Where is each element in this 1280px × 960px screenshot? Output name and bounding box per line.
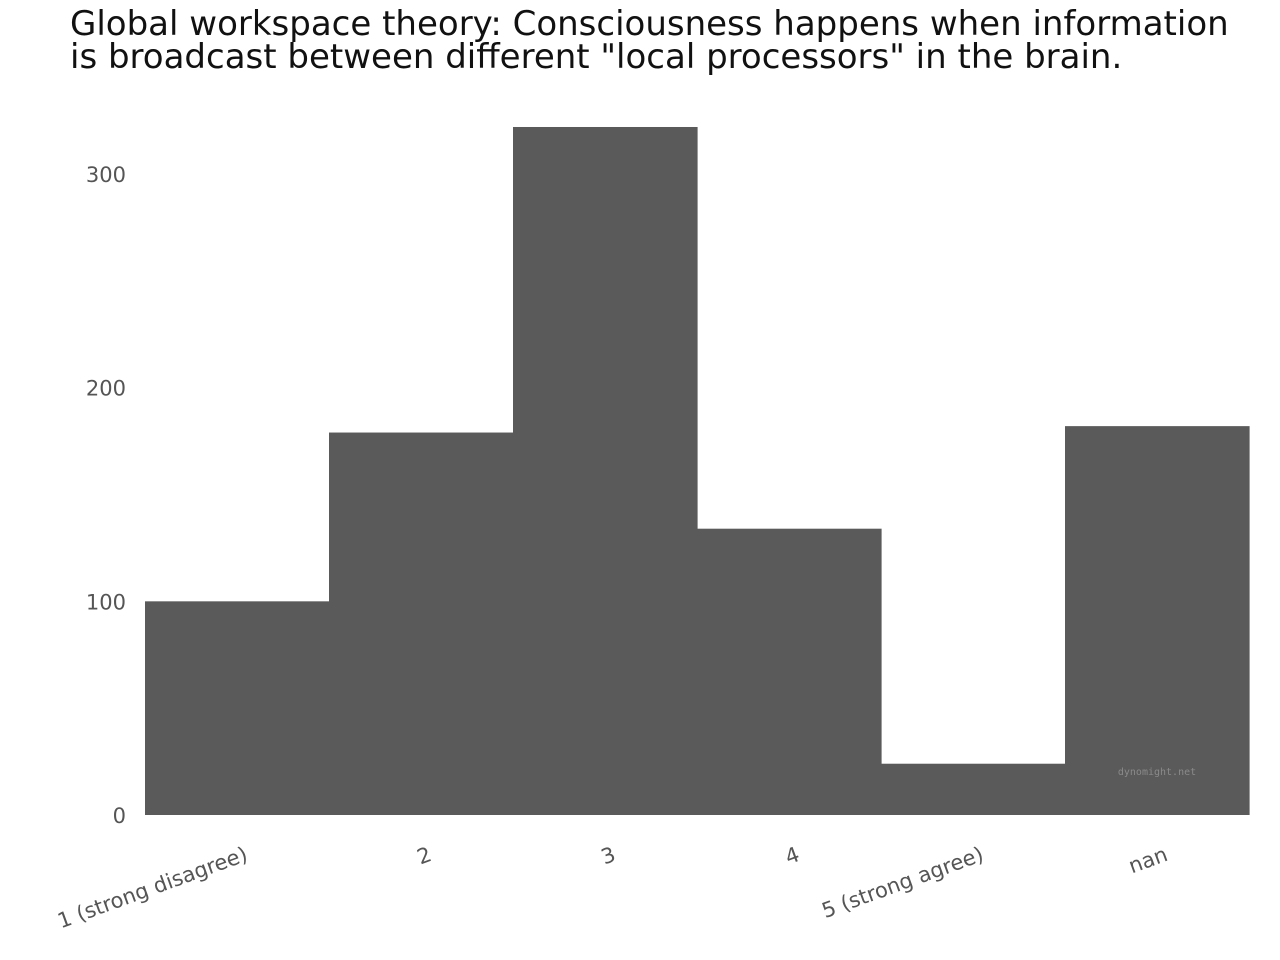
y-tick-label: 200 <box>86 377 126 401</box>
bar-4 <box>697 528 882 815</box>
x-tick-label: 1 (strong disagree) <box>54 842 250 933</box>
bar-2 <box>329 432 514 815</box>
bar-1 <box>145 601 330 815</box>
x-tick-label: nan <box>1125 842 1170 878</box>
bar-6 <box>1065 426 1250 815</box>
x-tick-label: 4 <box>782 842 803 869</box>
chart-title: Global workspace theory: Consciousness h… <box>70 4 1229 77</box>
y-tick-label: 100 <box>86 590 126 614</box>
bar-3 <box>513 126 698 816</box>
x-axis-ticks: 1 (strong disagree) 2 3 4 5 (strong agree) na… <box>54 842 1170 933</box>
x-tick-label: 5 (strong agree) <box>819 842 987 923</box>
watermark: dynomight.net <box>1118 767 1196 778</box>
x-tick-label: 3 <box>598 842 619 869</box>
y-axis-ticks: 0 100 200 300 <box>86 163 126 828</box>
bars-group <box>145 126 1250 816</box>
x-tick-label: 2 <box>414 842 435 869</box>
y-tick-label: 0 <box>113 804 126 828</box>
y-tick-label: 300 <box>86 163 126 187</box>
bar-5 <box>881 763 1066 815</box>
